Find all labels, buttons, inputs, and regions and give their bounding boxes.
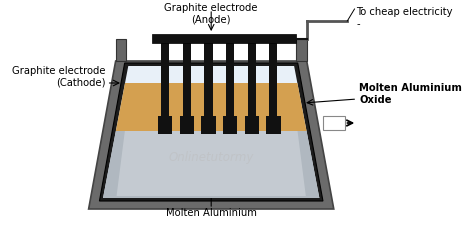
- Bar: [245, 116, 259, 134]
- Bar: [201, 116, 216, 134]
- Bar: [152, 35, 296, 44]
- Polygon shape: [103, 131, 319, 198]
- Text: Onlinetutormy: Onlinetutormy: [169, 150, 254, 163]
- Text: Molten Aluminium
Oxide: Molten Aluminium Oxide: [359, 83, 462, 104]
- Bar: [180, 116, 194, 134]
- Bar: [161, 44, 169, 116]
- Text: Graphite electrode
(Cathode): Graphite electrode (Cathode): [12, 66, 106, 87]
- Polygon shape: [103, 67, 319, 198]
- Polygon shape: [89, 62, 334, 209]
- Polygon shape: [117, 131, 306, 196]
- Polygon shape: [100, 64, 323, 201]
- Bar: [158, 116, 173, 134]
- Bar: [226, 44, 234, 116]
- Text: Molten Aluminium: Molten Aluminium: [166, 207, 256, 217]
- Bar: [266, 116, 281, 134]
- Bar: [223, 116, 237, 134]
- Text: To cheap electricity
-: To cheap electricity -: [356, 7, 453, 28]
- Bar: [204, 44, 212, 116]
- Text: Graphite electrode
(Anode): Graphite electrode (Anode): [164, 3, 258, 24]
- Bar: [269, 44, 277, 116]
- Bar: [116, 40, 127, 62]
- Bar: [248, 44, 256, 116]
- Bar: [183, 44, 191, 116]
- Bar: [296, 40, 307, 62]
- Polygon shape: [116, 84, 307, 131]
- Bar: [323, 116, 345, 131]
